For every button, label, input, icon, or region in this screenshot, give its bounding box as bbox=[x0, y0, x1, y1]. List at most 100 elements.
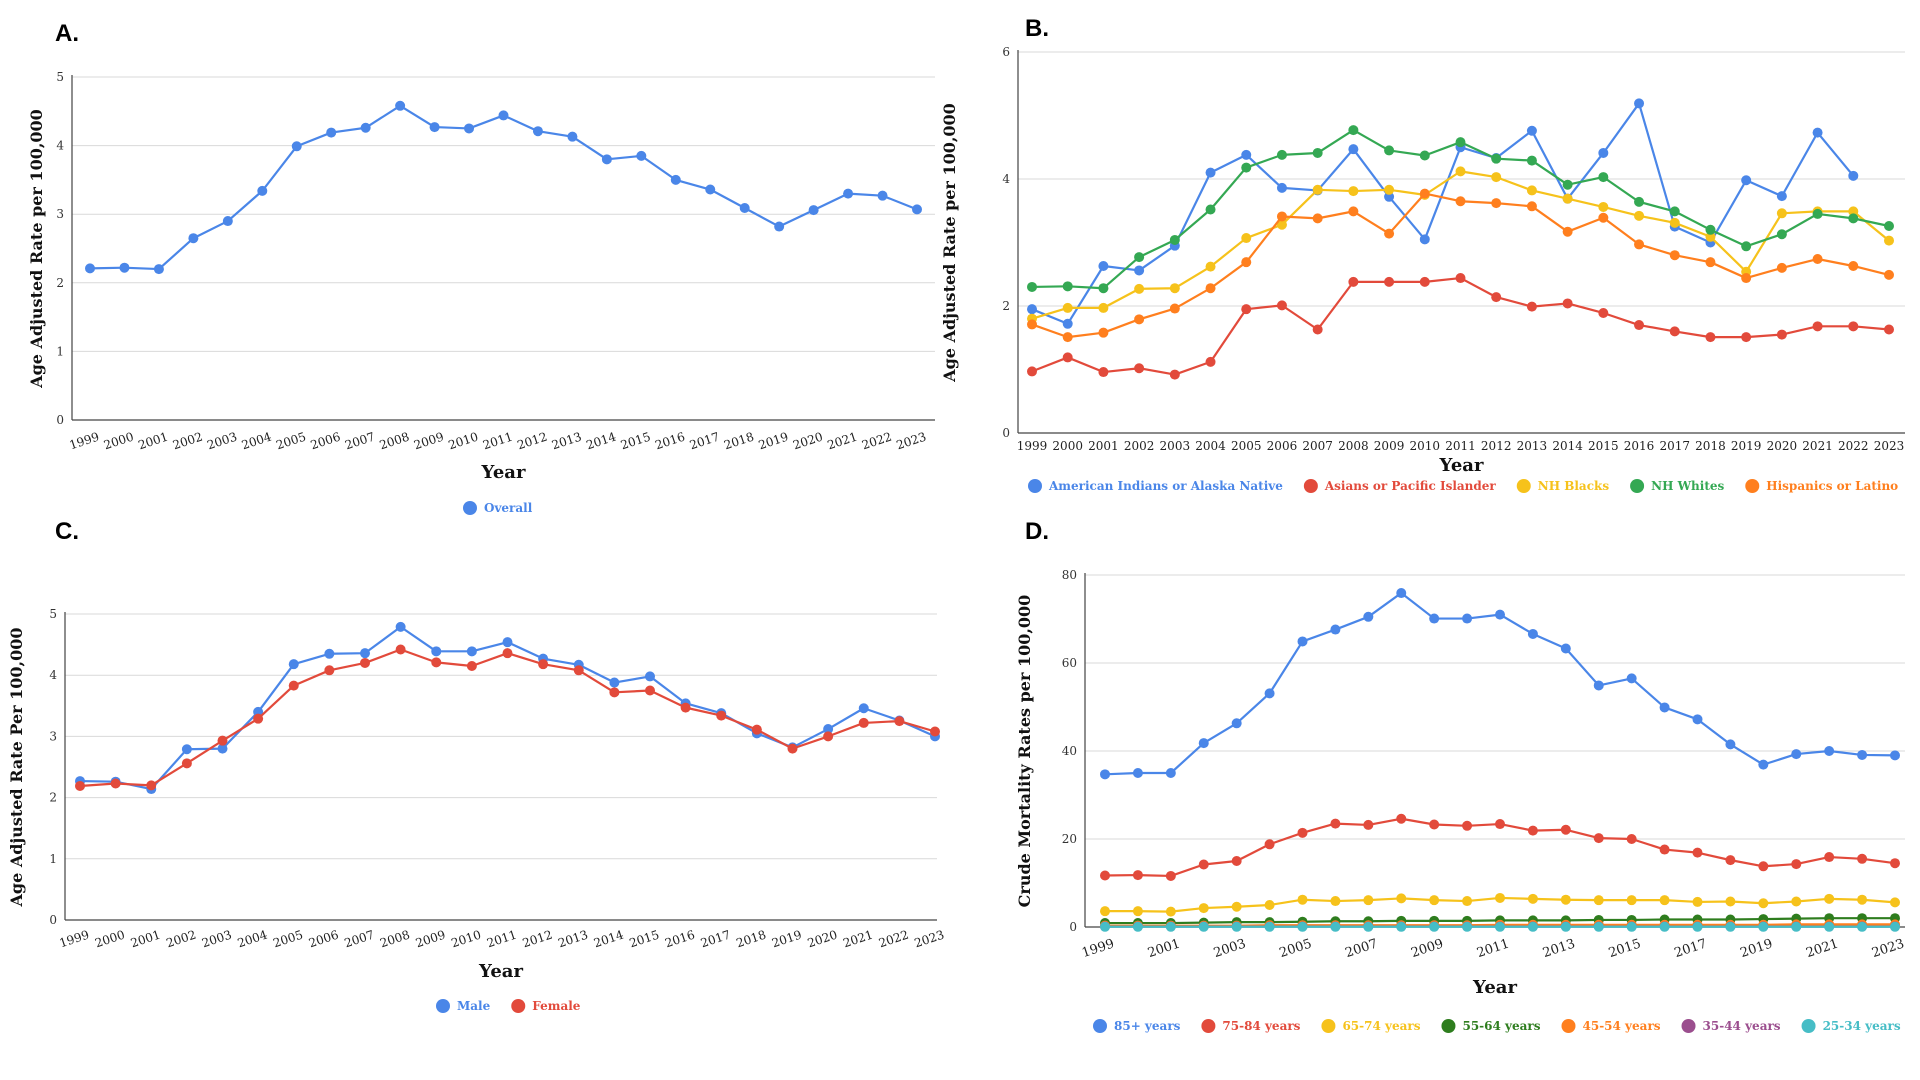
legend-marker bbox=[1630, 479, 1645, 493]
x-tick-label: 2008 bbox=[1338, 439, 1369, 453]
data-point bbox=[1241, 149, 1252, 160]
data-point bbox=[1692, 714, 1703, 725]
data-point bbox=[1598, 172, 1609, 183]
data-point bbox=[1758, 921, 1769, 932]
y-tick-label: 2 bbox=[56, 276, 64, 290]
y-tick-label: 0 bbox=[1002, 426, 1010, 440]
data-point bbox=[1884, 324, 1894, 335]
data-point bbox=[858, 717, 869, 728]
data-point bbox=[1705, 257, 1716, 268]
data-point bbox=[1169, 303, 1180, 314]
data-point bbox=[291, 141, 302, 152]
data-point bbox=[1598, 307, 1609, 318]
data-point bbox=[1169, 369, 1180, 380]
y-axis-title: Crude Mortality Rates per 100,000 bbox=[1015, 595, 1034, 908]
data-point bbox=[1560, 894, 1571, 905]
data-point bbox=[257, 185, 268, 196]
y-tick-label: 2 bbox=[49, 791, 57, 805]
data-point bbox=[1758, 898, 1769, 909]
data-point bbox=[636, 150, 647, 161]
data-point bbox=[1598, 147, 1609, 158]
data-point bbox=[1198, 903, 1209, 914]
series-line bbox=[79, 648, 936, 788]
data-point bbox=[1626, 895, 1637, 906]
data-point bbox=[1626, 834, 1637, 844]
data-point bbox=[1455, 166, 1466, 177]
y-tick-label: 4 bbox=[56, 139, 64, 153]
x-tick-label: 2021 bbox=[1802, 439, 1833, 453]
data-point bbox=[1741, 241, 1752, 252]
data-point bbox=[1562, 193, 1573, 204]
data-point bbox=[1384, 191, 1395, 202]
x-tick-label: 2001 bbox=[136, 430, 169, 453]
data-point bbox=[1198, 738, 1209, 749]
data-point bbox=[1495, 892, 1505, 903]
data-point bbox=[1205, 261, 1216, 272]
data-point bbox=[1848, 260, 1859, 271]
data-point bbox=[1593, 833, 1604, 844]
data-point bbox=[253, 713, 264, 724]
x-tick-label: 2006 bbox=[309, 430, 342, 453]
data-point bbox=[1231, 718, 1242, 729]
data-point bbox=[360, 122, 371, 133]
data-point bbox=[1741, 273, 1752, 284]
data-point bbox=[1791, 859, 1802, 870]
data-point bbox=[1495, 609, 1505, 620]
data-point bbox=[609, 677, 620, 688]
data-point bbox=[1593, 680, 1604, 691]
data-point bbox=[360, 648, 370, 659]
y-tick-label: 6 bbox=[1002, 45, 1010, 59]
data-point bbox=[1634, 196, 1645, 207]
data-point bbox=[894, 716, 905, 727]
data-point bbox=[532, 126, 543, 137]
data-point bbox=[1527, 893, 1538, 904]
y-tick-label: 5 bbox=[49, 607, 57, 621]
data-point bbox=[1429, 895, 1440, 906]
data-point bbox=[1419, 276, 1430, 287]
panel-label-b: B. bbox=[1025, 15, 1049, 42]
data-point bbox=[808, 205, 819, 216]
y-axis-title: Age Adjusted Rate per 100,000 bbox=[27, 109, 46, 389]
data-point bbox=[1598, 212, 1609, 223]
data-point bbox=[1169, 283, 1180, 294]
data-point bbox=[1231, 856, 1242, 866]
data-point bbox=[1560, 643, 1571, 654]
legend-marker bbox=[1321, 1019, 1336, 1033]
data-point bbox=[1758, 759, 1769, 770]
data-point bbox=[877, 190, 888, 201]
y-tick-label: 0 bbox=[1069, 920, 1077, 934]
data-point bbox=[1297, 636, 1308, 647]
data-point bbox=[1100, 870, 1110, 881]
data-point bbox=[1132, 906, 1143, 917]
data-point bbox=[502, 648, 513, 659]
data-point bbox=[1134, 314, 1145, 325]
data-point bbox=[1198, 859, 1209, 870]
panel-label-c: C. bbox=[55, 518, 79, 545]
data-point bbox=[1791, 896, 1802, 907]
x-tick-label: 2004 bbox=[1195, 439, 1226, 453]
data-point bbox=[1264, 839, 1275, 850]
data-point bbox=[1659, 895, 1670, 906]
legend-label: NH Whites bbox=[1651, 479, 1724, 493]
x-tick-label: 2018 bbox=[734, 928, 767, 951]
data-point bbox=[464, 123, 475, 134]
y-tick-label: 20 bbox=[1062, 832, 1077, 846]
data-point bbox=[324, 648, 335, 659]
x-tick-label: 2016 bbox=[1624, 439, 1655, 453]
data-point bbox=[1396, 588, 1407, 599]
data-point bbox=[573, 665, 584, 676]
data-point bbox=[1848, 321, 1859, 332]
data-point bbox=[1419, 188, 1430, 199]
x-tick-label: 2011 bbox=[485, 928, 518, 951]
x-tick-label: 2006 bbox=[1267, 439, 1298, 453]
data-point bbox=[1462, 896, 1473, 907]
data-point bbox=[1824, 893, 1835, 904]
series-line bbox=[1031, 276, 1890, 376]
data-point bbox=[1824, 746, 1835, 756]
data-point bbox=[1462, 820, 1473, 831]
x-tick-label: 2010 bbox=[447, 430, 480, 453]
data-point bbox=[1165, 768, 1176, 778]
legend-label: NH Blacks bbox=[1538, 479, 1610, 493]
data-point bbox=[1132, 768, 1143, 778]
data-point bbox=[1776, 208, 1787, 219]
